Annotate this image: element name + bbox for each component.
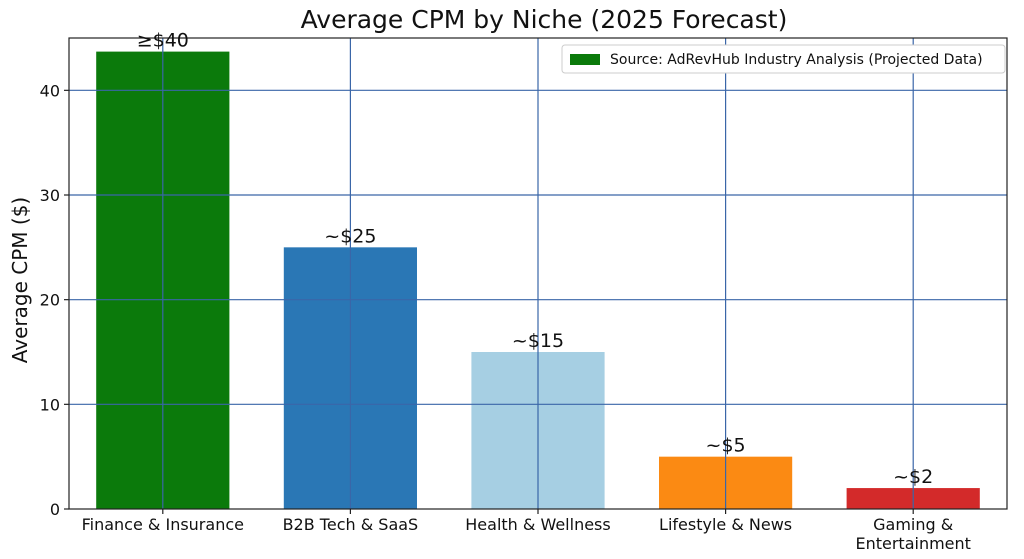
legend-swatch — [570, 54, 600, 65]
grid — [69, 38, 1007, 509]
data-label: ~$25 — [324, 225, 376, 247]
x-tick-label: Lifestyle & News — [659, 515, 792, 534]
data-label: ≥$40 — [137, 30, 189, 52]
axis-ticks: 0 10 20 30 40 Finance & Insurance B2B Tech & S… — [40, 81, 971, 553]
x-tick-label: Gaming & Entertainment — [855, 515, 970, 553]
y-axis-label: Average CPM ($) — [8, 197, 32, 363]
legend: Source: AdRevHub Industry Analysis (Proj… — [561, 44, 1006, 74]
legend-label: Source: AdRevHub Industry Analysis (Proj… — [610, 52, 983, 68]
x-tick-label: B2B Tech & SaaS — [283, 515, 419, 534]
x-tick-label: Health & Wellness — [465, 515, 610, 534]
x-tick-label: Finance & Insurance — [82, 515, 244, 534]
data-labels: ≥$40 ~$25 ~$15 ~$5 ~$2 — [137, 30, 934, 488]
y-tick-label: 40 — [40, 81, 60, 100]
data-label: ~$5 — [706, 435, 746, 457]
chart-title: Average CPM by Niche (2025 Forecast) — [301, 5, 788, 34]
data-label: ~$2 — [893, 466, 933, 488]
legend-box — [561, 44, 1006, 74]
data-label: ~$15 — [512, 330, 564, 352]
y-tick-label: 0 — [50, 500, 60, 519]
y-tick-label: 10 — [40, 395, 60, 414]
y-tick-label: 20 — [40, 291, 60, 310]
y-tick-label: 30 — [40, 186, 60, 205]
